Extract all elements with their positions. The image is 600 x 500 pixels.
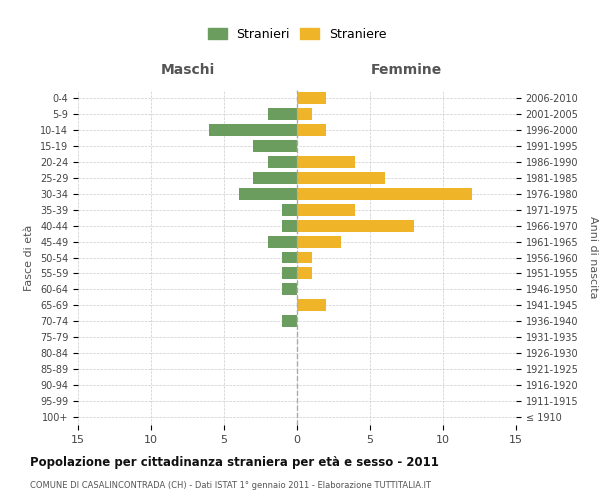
Text: Popolazione per cittadinanza straniera per età e sesso - 2011: Popolazione per cittadinanza straniera p… xyxy=(30,456,439,469)
Bar xyxy=(283,284,297,296)
Bar xyxy=(297,252,311,264)
Legend: Stranieri, Straniere: Stranieri, Straniere xyxy=(203,22,391,46)
Y-axis label: Anni di nascita: Anni di nascita xyxy=(588,216,598,298)
Bar xyxy=(297,108,311,120)
Bar xyxy=(209,124,297,136)
Bar xyxy=(283,252,297,264)
Bar xyxy=(297,124,326,136)
Bar xyxy=(253,172,297,184)
Bar xyxy=(297,236,341,248)
Bar xyxy=(297,156,355,168)
Bar xyxy=(297,92,326,104)
Bar xyxy=(297,172,385,184)
Bar xyxy=(297,220,414,232)
Bar xyxy=(283,268,297,280)
Bar xyxy=(283,204,297,216)
Bar xyxy=(239,188,297,200)
Text: Femmine: Femmine xyxy=(371,63,442,77)
Bar xyxy=(268,236,297,248)
Bar xyxy=(283,220,297,232)
Bar xyxy=(283,316,297,328)
Bar xyxy=(297,188,472,200)
Bar xyxy=(253,140,297,152)
Bar xyxy=(268,156,297,168)
Bar xyxy=(297,268,311,280)
Text: Maschi: Maschi xyxy=(160,63,215,77)
Text: COMUNE DI CASALINCONTRADA (CH) - Dati ISTAT 1° gennaio 2011 - Elaborazione TUTTI: COMUNE DI CASALINCONTRADA (CH) - Dati IS… xyxy=(30,480,431,490)
Bar xyxy=(297,300,326,312)
Bar xyxy=(268,108,297,120)
Y-axis label: Fasce di età: Fasce di età xyxy=(25,224,34,290)
Bar xyxy=(297,204,355,216)
